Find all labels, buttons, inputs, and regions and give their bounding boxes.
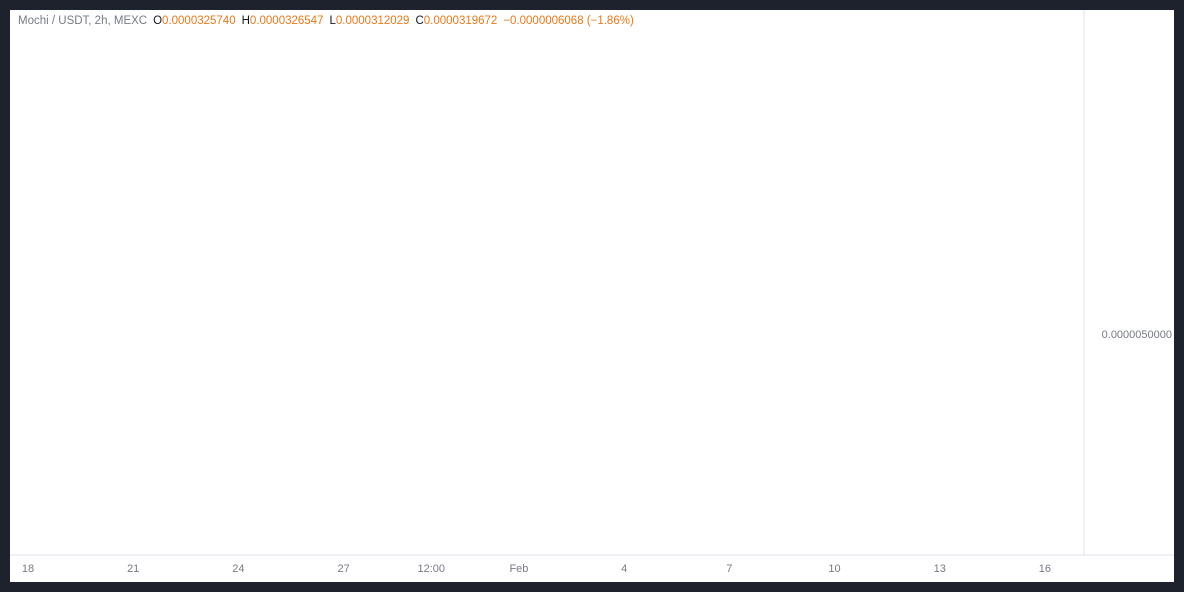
time-tick-label: Feb (509, 563, 528, 575)
time-tick-label: 12:00 (418, 563, 446, 575)
time-tick-label: 24 (232, 563, 244, 575)
low-label: L (329, 15, 336, 27)
time-tick-label: 4 (621, 563, 627, 575)
time-scale[interactable]: 18 21 24 27 12:00 Feb 4 7 10 13 16 (22, 563, 1051, 575)
low-value: 0.0000312029 (335, 15, 410, 27)
time-tick-label: 21 (127, 563, 139, 575)
chart-background (10, 10, 1174, 582)
close-value: 0.0000319672 (423, 15, 498, 27)
chart-canvas[interactable]: 0.0000050000 18 21 24 27 12:00 Feb 4 7 10 13 16 0.… (10, 10, 1174, 582)
time-tick-label: 18 (22, 563, 34, 575)
time-tick-label: 13 (934, 563, 946, 575)
time-tick-label: 7 (726, 563, 732, 575)
symbol-label: Mochi / USDT, 2h, MEXC (18, 15, 148, 27)
time-tick-label: 27 (337, 563, 349, 575)
symbol-legend: Mochi / USDT, 2h, MEXC O 0.0000325740 H … (18, 15, 634, 27)
price-tick-label: 0.0000050000 (1102, 329, 1172, 341)
close-label: C (415, 15, 424, 27)
high-value: 0.0000326547 (249, 15, 324, 27)
time-tick-label: 16 (1039, 563, 1051, 575)
open-value: 0.0000325740 (162, 15, 236, 27)
open-label: O (153, 15, 163, 27)
price-scale[interactable]: 0.0000050000 (10, 10, 1174, 556)
time-tick-label: 10 (828, 563, 840, 575)
change-value: −0.0000006068 (−1.86%) (503, 15, 634, 27)
high-label: H (241, 15, 250, 27)
